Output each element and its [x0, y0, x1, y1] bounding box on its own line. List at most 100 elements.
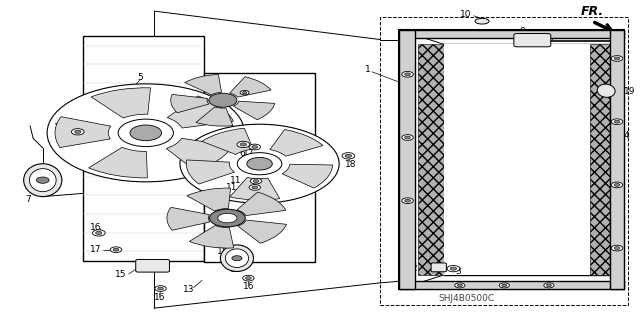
- Text: 16: 16: [243, 282, 254, 291]
- Circle shape: [404, 136, 410, 139]
- Bar: [419, 44, 444, 275]
- Circle shape: [447, 265, 460, 272]
- Bar: [610, 30, 624, 289]
- Circle shape: [547, 284, 552, 287]
- Text: 16: 16: [154, 293, 165, 301]
- Ellipse shape: [475, 19, 489, 24]
- Text: 7: 7: [25, 195, 31, 204]
- Circle shape: [72, 129, 84, 135]
- Wedge shape: [196, 107, 233, 126]
- Circle shape: [243, 92, 247, 94]
- Wedge shape: [238, 220, 287, 243]
- Text: 19: 19: [624, 87, 636, 96]
- Circle shape: [454, 283, 465, 288]
- Text: 5: 5: [138, 73, 143, 82]
- Wedge shape: [234, 101, 275, 120]
- Circle shape: [614, 247, 620, 249]
- Circle shape: [253, 180, 259, 182]
- Text: 1: 1: [365, 65, 371, 74]
- Wedge shape: [187, 188, 230, 211]
- Circle shape: [611, 245, 623, 251]
- Circle shape: [247, 157, 272, 170]
- Circle shape: [611, 119, 623, 124]
- Bar: [380, 18, 628, 305]
- Circle shape: [180, 124, 339, 203]
- Text: 10: 10: [460, 11, 472, 19]
- FancyBboxPatch shape: [431, 263, 446, 272]
- Text: 12: 12: [217, 247, 228, 256]
- Wedge shape: [91, 88, 150, 118]
- Circle shape: [252, 145, 258, 148]
- Wedge shape: [89, 147, 147, 178]
- Text: 3: 3: [456, 267, 461, 276]
- Circle shape: [95, 231, 102, 234]
- Circle shape: [402, 198, 413, 204]
- Wedge shape: [202, 128, 253, 154]
- Text: 18: 18: [243, 80, 254, 89]
- Circle shape: [110, 247, 122, 253]
- Circle shape: [450, 267, 456, 270]
- Text: 2: 2: [411, 264, 417, 273]
- Text: 4: 4: [624, 131, 630, 140]
- Text: 9: 9: [519, 27, 525, 36]
- Wedge shape: [171, 94, 209, 113]
- Circle shape: [75, 130, 81, 133]
- Circle shape: [614, 183, 620, 186]
- Text: 17: 17: [90, 245, 101, 254]
- Circle shape: [209, 93, 237, 107]
- Ellipse shape: [24, 164, 62, 197]
- Text: 6: 6: [239, 149, 245, 159]
- Wedge shape: [282, 164, 333, 188]
- Bar: [444, 44, 590, 275]
- Text: 14: 14: [230, 265, 241, 274]
- Bar: [399, 281, 624, 289]
- Bar: [399, 30, 624, 38]
- Text: FR.: FR.: [580, 5, 604, 18]
- Circle shape: [209, 209, 245, 227]
- Ellipse shape: [225, 249, 248, 268]
- Circle shape: [342, 153, 355, 159]
- Text: 15: 15: [115, 271, 127, 279]
- Wedge shape: [185, 74, 221, 95]
- Wedge shape: [167, 96, 234, 128]
- FancyBboxPatch shape: [136, 259, 170, 272]
- Circle shape: [345, 154, 351, 157]
- Circle shape: [155, 286, 166, 291]
- Circle shape: [232, 256, 242, 261]
- Text: 18: 18: [344, 160, 356, 169]
- Circle shape: [614, 120, 620, 123]
- Circle shape: [502, 284, 507, 287]
- Ellipse shape: [29, 169, 56, 192]
- Text: 16: 16: [90, 223, 101, 232]
- Bar: [83, 36, 204, 261]
- Circle shape: [611, 182, 623, 188]
- Ellipse shape: [597, 84, 615, 97]
- Text: 11: 11: [230, 176, 241, 185]
- Text: 8: 8: [545, 33, 550, 41]
- Circle shape: [237, 141, 250, 148]
- Circle shape: [250, 178, 262, 184]
- Circle shape: [611, 56, 623, 61]
- Wedge shape: [230, 177, 280, 200]
- Circle shape: [92, 230, 105, 236]
- Circle shape: [249, 185, 260, 190]
- Circle shape: [237, 153, 282, 175]
- Circle shape: [499, 283, 509, 288]
- Ellipse shape: [220, 245, 253, 271]
- Circle shape: [249, 144, 260, 150]
- FancyBboxPatch shape: [514, 33, 551, 47]
- Circle shape: [404, 199, 410, 202]
- Circle shape: [47, 84, 244, 182]
- Circle shape: [240, 143, 246, 146]
- Wedge shape: [270, 130, 323, 156]
- Circle shape: [130, 125, 161, 141]
- Wedge shape: [230, 77, 271, 97]
- Circle shape: [218, 213, 237, 223]
- Circle shape: [36, 177, 49, 183]
- Wedge shape: [55, 117, 111, 147]
- Text: 13: 13: [184, 285, 195, 294]
- Text: SHJ4B0500C: SHJ4B0500C: [438, 293, 494, 302]
- Circle shape: [118, 119, 173, 146]
- Circle shape: [157, 287, 163, 290]
- Wedge shape: [189, 226, 234, 248]
